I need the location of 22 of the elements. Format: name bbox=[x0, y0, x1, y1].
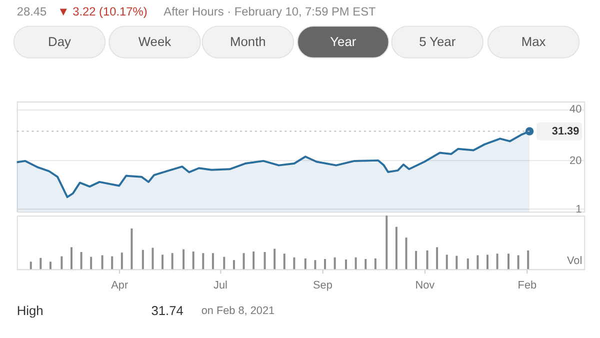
text: Week bbox=[138, 34, 172, 50]
ref-line-label: 31.39 bbox=[552, 125, 580, 138]
text: on Feb 8, 2021 bbox=[201, 304, 275, 317]
text: ▼ 3.22 (10.17%) bbox=[58, 4, 148, 18]
text: After Hours · February 10, 7:59 PM EST bbox=[164, 4, 376, 18]
x-tick-label: Nov bbox=[415, 280, 436, 292]
x-tick-label: Apr bbox=[111, 280, 128, 292]
text: High bbox=[16, 302, 44, 318]
text: Max bbox=[521, 34, 546, 50]
text: Day bbox=[48, 34, 72, 50]
text: Year bbox=[330, 34, 357, 50]
x-tick-label: Sep bbox=[313, 280, 332, 292]
text: Month bbox=[230, 34, 266, 50]
y-tick-label: 20 bbox=[570, 154, 582, 167]
y-tick-label: 1 bbox=[576, 204, 582, 216]
text: 5 Year bbox=[419, 34, 456, 50]
y-axis-title: Vol bbox=[567, 255, 582, 268]
text: 28.45 bbox=[16, 4, 47, 18]
y-tick-label: 40 bbox=[570, 104, 582, 116]
text: 31.74 bbox=[151, 302, 184, 318]
x-tick-label: Jul bbox=[213, 280, 228, 292]
x-tick-label: Feb bbox=[518, 280, 537, 292]
